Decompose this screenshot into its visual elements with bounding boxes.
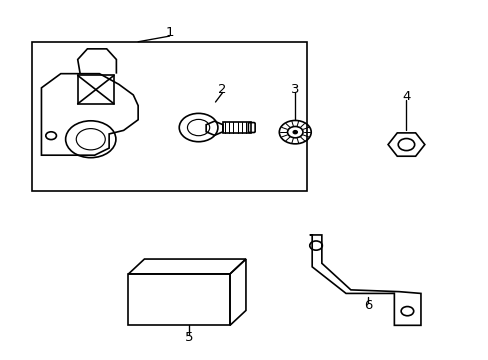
Text: 3: 3 — [290, 83, 299, 96]
Bar — [32, 42, 307, 191]
Text: 5: 5 — [184, 331, 193, 344]
Text: 4: 4 — [402, 90, 410, 103]
Bar — [78, 76, 114, 104]
Text: 2: 2 — [218, 83, 226, 96]
Bar — [128, 274, 229, 325]
Text: 1: 1 — [165, 26, 173, 39]
Bar — [223, 122, 250, 133]
Circle shape — [293, 131, 297, 134]
Text: 6: 6 — [364, 299, 372, 312]
